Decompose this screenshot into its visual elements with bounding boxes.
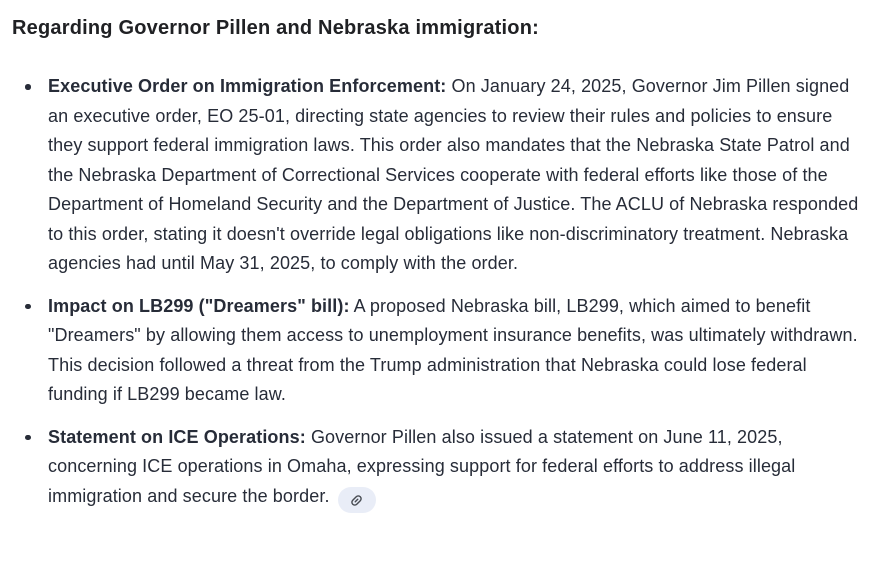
citation-chip[interactable]	[337, 487, 376, 513]
page-title: Regarding Governor Pillen and Nebraska i…	[12, 17, 539, 39]
bullet-list: Executive Order on Immigration Enforceme…	[12, 72, 863, 513]
bullet-body-text: On January 24, 2025, Governor Jim Pillen…	[48, 76, 859, 273]
bullet-bold-label: Executive Order on Immigration Enforceme…	[48, 76, 447, 96]
list-item: Executive Order on Immigration Enforceme…	[12, 72, 863, 279]
bullet-bold-label: Statement on ICE Operations:	[48, 426, 306, 447]
link-icon	[351, 494, 362, 506]
list-item: Impact on LB299 ("Dreamers" bill): A pro…	[12, 292, 863, 410]
bullet-body-text: Governor Pillen also issued a statement …	[48, 426, 796, 506]
bullet-body-text: A proposed Nebraska bill, LB299, which a…	[48, 295, 858, 405]
list-item: Statement on ICE Operations: Governor Pi…	[12, 423, 863, 513]
bullet-bold-label: Impact on LB299 ("Dreamers" bill):	[48, 295, 350, 316]
